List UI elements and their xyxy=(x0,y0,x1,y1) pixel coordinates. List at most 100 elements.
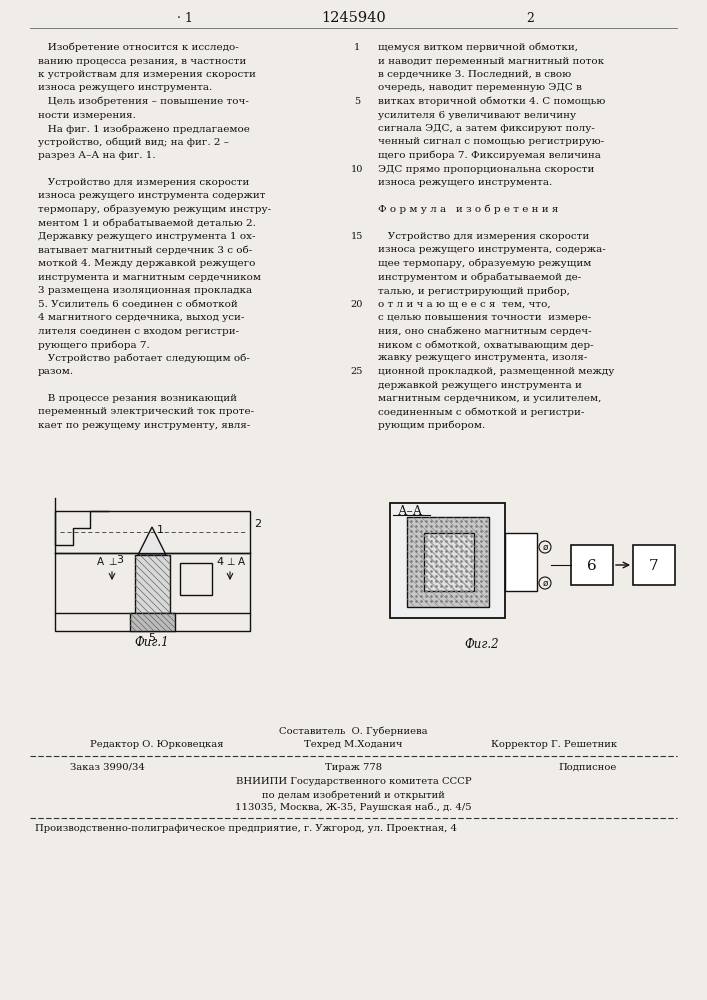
Text: Техред М.Ходанич: Техред М.Ходанич xyxy=(304,740,403,749)
Text: 5: 5 xyxy=(354,97,360,106)
Text: усилителя 6 увеличивают величину: усилителя 6 увеличивают величину xyxy=(378,110,576,119)
Text: разом.: разом. xyxy=(38,367,74,376)
Text: 6: 6 xyxy=(587,559,597,573)
Polygon shape xyxy=(138,527,166,555)
Text: ментом 1 и обрабатываемой деталью 2.: ментом 1 и обрабатываемой деталью 2. xyxy=(38,219,256,228)
Text: Ф о р м у л а   и з о б р е т е н и я: Ф о р м у л а и з о б р е т е н и я xyxy=(378,205,559,215)
Text: разрез А–А на фиг. 1.: разрез А–А на фиг. 1. xyxy=(38,151,156,160)
Bar xyxy=(424,533,474,591)
Text: сигнала ЭДС, а затем фиксируют полу-: сигнала ЭДС, а затем фиксируют полу- xyxy=(378,124,595,133)
Text: 20: 20 xyxy=(351,300,363,309)
Bar xyxy=(407,517,489,607)
Text: ЭДС прямо пропорциональна скорости: ЭДС прямо пропорциональна скорости xyxy=(378,164,595,174)
Bar xyxy=(571,545,613,585)
Text: 4 магнитного сердечника, выход уси-: 4 магнитного сердечника, выход уси- xyxy=(38,313,245,322)
Text: щее термопару, образуемую режущим: щее термопару, образуемую режущим xyxy=(378,259,591,268)
Text: Корректор Г. Решетник: Корректор Г. Решетник xyxy=(491,740,617,749)
Bar xyxy=(505,533,537,591)
Text: ⊥: ⊥ xyxy=(226,557,234,567)
Text: износа режущего инструмента содержит: износа режущего инструмента содержит xyxy=(38,192,266,200)
Text: магнитным сердечником, и усилителем,: магнитным сердечником, и усилителем, xyxy=(378,394,602,403)
Text: 1: 1 xyxy=(157,525,164,535)
Text: Фиг.1: Фиг.1 xyxy=(135,636,169,649)
Text: устройство, общий вид; на фиг. 2 –: устройство, общий вид; на фиг. 2 – xyxy=(38,137,229,147)
Bar xyxy=(130,613,175,631)
Text: и наводит переменный магнитный поток: и наводит переменный магнитный поток xyxy=(378,56,604,66)
Text: жавку режущего инструмента, изоля-: жавку режущего инструмента, изоля- xyxy=(378,354,588,362)
Text: Изобретение относится к исследо-: Изобретение относится к исследо- xyxy=(38,43,239,52)
Text: Устройство для измерения скорости: Устройство для измерения скорости xyxy=(378,232,589,241)
Text: ø: ø xyxy=(542,578,548,587)
Text: очередь, наводит переменную ЭДС в: очередь, наводит переменную ЭДС в xyxy=(378,84,582,93)
Text: Фиг.2: Фиг.2 xyxy=(464,638,499,651)
Text: рующим прибором.: рующим прибором. xyxy=(378,421,485,430)
Bar xyxy=(55,511,250,553)
Text: А–А: А–А xyxy=(398,505,423,518)
Text: А: А xyxy=(238,557,245,567)
Text: 25: 25 xyxy=(351,367,363,376)
Text: щего прибора 7. Фиксируемая величина: щего прибора 7. Фиксируемая величина xyxy=(378,151,601,160)
Text: термопару, образуемую режущим инстру-: термопару, образуемую режущим инстру- xyxy=(38,205,271,215)
Text: 3: 3 xyxy=(116,555,123,565)
Text: переменный электрический ток проте-: переменный электрический ток проте- xyxy=(38,408,254,416)
Text: Устройство работает следующим об-: Устройство работает следующим об- xyxy=(38,354,250,363)
Text: витках вторичной обмотки 4. С помощью: витках вторичной обмотки 4. С помощью xyxy=(378,97,605,106)
Text: износа режущего инструмента.: износа режущего инструмента. xyxy=(378,178,552,187)
Text: Производственно-полиграфическое предприятие, г. Ужгород, ул. Проектная, 4: Производственно-полиграфическое предприя… xyxy=(35,824,457,833)
Bar xyxy=(633,545,675,585)
Text: с целью повышения точности  измере-: с целью повышения точности измере- xyxy=(378,313,591,322)
Text: к устройствам для измерения скорости: к устройствам для измерения скорости xyxy=(38,70,256,79)
Text: кает по режущему инструменту, явля-: кает по режущему инструменту, явля- xyxy=(38,421,250,430)
Bar xyxy=(390,503,505,618)
Text: державкой режущего инструмента и: державкой режущего инструмента и xyxy=(378,380,582,389)
Text: 4: 4 xyxy=(216,557,223,567)
Text: 1245940: 1245940 xyxy=(321,11,386,25)
Text: износа режущего инструмента.: износа режущего инструмента. xyxy=(38,84,212,93)
Text: соединенным с обмоткой и регистри-: соединенным с обмоткой и регистри- xyxy=(378,408,585,417)
Text: по делам изобретений и открытий: по делам изобретений и открытий xyxy=(262,790,445,800)
Text: А: А xyxy=(97,557,104,567)
Text: ником с обмоткой, охватывающим дер-: ником с обмоткой, охватывающим дер- xyxy=(378,340,594,350)
Text: ⊥: ⊥ xyxy=(107,557,116,567)
Text: Цель изобретения – повышение точ-: Цель изобретения – повышение точ- xyxy=(38,97,249,106)
Text: ватывает магнитный сердечник 3 с об-: ватывает магнитный сердечник 3 с об- xyxy=(38,245,252,255)
Text: 3 размещена изоляционная прокладка: 3 размещена изоляционная прокладка xyxy=(38,286,252,295)
Text: 113035, Москва, Ж-35, Раушская наб., д. 4/5: 113035, Москва, Ж-35, Раушская наб., д. … xyxy=(235,803,472,812)
Text: Подписное: Подписное xyxy=(559,763,617,772)
Text: ВНИИПИ Государственного комитета СССР: ВНИИПИ Государственного комитета СССР xyxy=(235,777,472,786)
Text: На фиг. 1 изображено предлагаемое: На фиг. 1 изображено предлагаемое xyxy=(38,124,250,133)
Text: инструмента и магнитным сердечником: инструмента и магнитным сердечником xyxy=(38,272,261,282)
Bar xyxy=(180,563,212,595)
Bar xyxy=(55,613,250,631)
Text: Державку режущего инструмента 1 ох-: Державку режущего инструмента 1 ох- xyxy=(38,232,255,241)
Text: инструментом и обрабатываемой де-: инструментом и обрабатываемой де- xyxy=(378,272,581,282)
Text: Тираж 778: Тираж 778 xyxy=(325,763,382,772)
Text: щемуся витком первичной обмотки,: щемуся витком первичной обмотки, xyxy=(378,43,578,52)
Text: 15: 15 xyxy=(351,232,363,241)
Text: 2: 2 xyxy=(526,11,534,24)
Text: ния, оно снабжено магнитным сердеч-: ния, оно снабжено магнитным сердеч- xyxy=(378,326,592,336)
Text: · 1: · 1 xyxy=(177,11,193,24)
Text: моткой 4. Между державкой режущего: моткой 4. Между державкой режущего xyxy=(38,259,255,268)
Text: В процессе резания возникающий: В процессе резания возникающий xyxy=(38,394,237,403)
Text: Составитель  О. Губерниева: Составитель О. Губерниева xyxy=(279,726,428,736)
Text: износа режущего инструмента, содержа-: износа режущего инструмента, содержа- xyxy=(378,245,606,254)
Text: ø: ø xyxy=(542,542,548,552)
Text: Заказ 3990/34: Заказ 3990/34 xyxy=(70,763,145,772)
Text: в сердечнике 3. Последний, в свою: в сердечнике 3. Последний, в свою xyxy=(378,70,571,79)
Text: лителя соединен с входом регистри-: лителя соединен с входом регистри- xyxy=(38,326,239,336)
Text: ности измерения.: ности измерения. xyxy=(38,110,136,119)
Text: 5: 5 xyxy=(148,633,156,643)
Text: 10: 10 xyxy=(351,165,363,174)
Text: Устройство для измерения скорости: Устройство для измерения скорости xyxy=(38,178,250,187)
Text: ционной прокладкой, размещенной между: ционной прокладкой, размещенной между xyxy=(378,367,614,376)
Text: 2: 2 xyxy=(254,519,261,529)
Text: ванию процесса резания, в частности: ванию процесса резания, в частности xyxy=(38,56,246,66)
Bar xyxy=(135,555,170,613)
Text: Редактор О. Юрковецкая: Редактор О. Юрковецкая xyxy=(90,740,223,749)
Text: 7: 7 xyxy=(649,559,659,573)
Text: о т л и ч а ю щ е е с я  тем, что,: о т л и ч а ю щ е е с я тем, что, xyxy=(378,300,551,308)
Text: 1: 1 xyxy=(354,43,360,52)
Text: 5. Усилитель 6 соединен с обмоткой: 5. Усилитель 6 соединен с обмоткой xyxy=(38,300,238,308)
Text: рующего прибора 7.: рующего прибора 7. xyxy=(38,340,150,350)
